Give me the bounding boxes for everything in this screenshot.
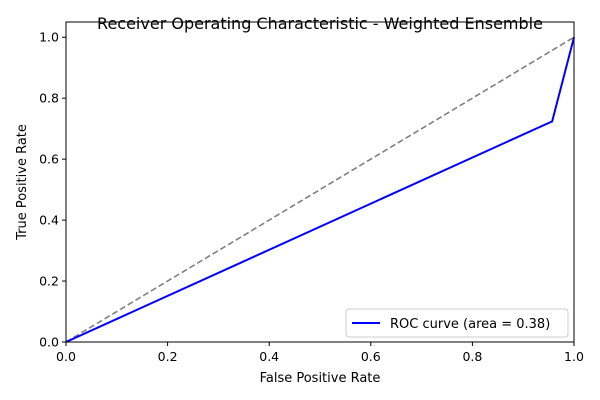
y-tick-label: 0.2 (39, 274, 59, 289)
y-tick-label: 0.8 (39, 91, 59, 106)
legend-box (345, 308, 569, 338)
x-tick-label: 1.0 (564, 349, 584, 364)
x-tick-label: 0.4 (259, 349, 279, 364)
x-tick-label: 0.2 (158, 349, 178, 364)
x-tick-label: 0.0 (56, 349, 76, 364)
y-tick-label: 0.0 (39, 335, 59, 350)
legend-entry-roc: ROC curve (area = 0.38) (390, 317, 550, 332)
chart-title: Receiver Operating Characteristic - Weig… (97, 14, 543, 33)
legend: ROC curve (area = 0.38) (345, 308, 569, 338)
y-axis-label: True Positive Rate (15, 124, 30, 241)
x-tick-label: 0.6 (361, 349, 381, 364)
diagonal-reference-line (65, 36, 575, 343)
y-tick-label: 1.0 (39, 30, 59, 45)
x-axis-label: False Positive Rate (260, 371, 381, 386)
y-tick-label: 0.6 (39, 152, 59, 167)
x-tick-label: 0.8 (462, 349, 482, 364)
roc-curve-line (65, 36, 575, 343)
plot-frame (65, 21, 575, 343)
y-tick-label: 0.4 (39, 213, 59, 228)
